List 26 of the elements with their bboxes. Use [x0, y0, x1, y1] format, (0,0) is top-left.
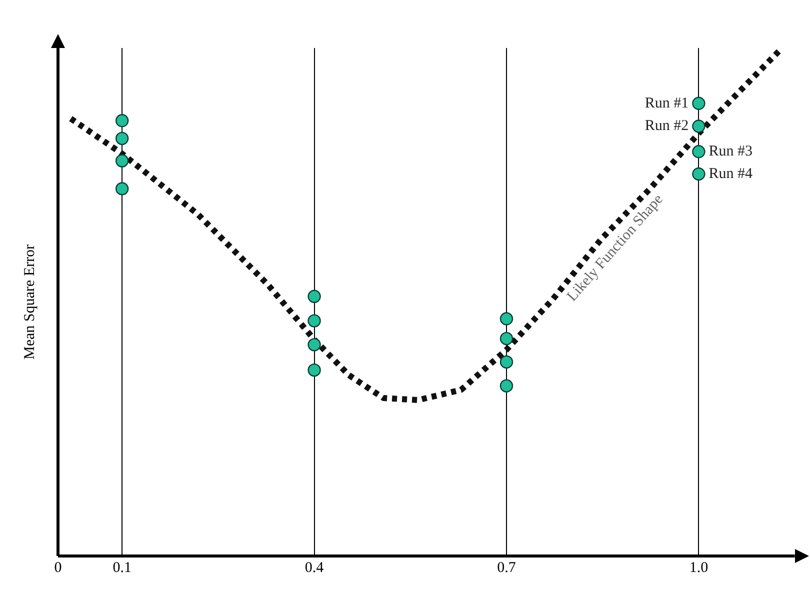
- point: [308, 338, 321, 352]
- point: [115, 154, 129, 168]
- point: [500, 379, 514, 392]
- point: [308, 290, 321, 304]
- point: [308, 363, 321, 377]
- x-tick-label: 0: [54, 560, 62, 576]
- point: [115, 114, 129, 128]
- point: [500, 355, 514, 369]
- series-label: Run #3: [708, 144, 752, 160]
- point: [692, 145, 706, 158]
- point: [500, 312, 514, 326]
- y-axis-title: Mean Square Error: [22, 244, 38, 360]
- point: [115, 132, 129, 146]
- x-tick-label: 0.1: [112, 560, 132, 576]
- point: [692, 120, 706, 133]
- point: [308, 314, 321, 328]
- x-tick-label: 0.7: [497, 560, 516, 576]
- point: [692, 96, 706, 110]
- x-tick-label: 0.4: [304, 560, 324, 576]
- point: [692, 167, 706, 181]
- point: [115, 182, 129, 196]
- point: [500, 332, 514, 346]
- x-tick-label: 1.0: [689, 560, 708, 576]
- series-label: Run #4: [708, 166, 753, 182]
- series-label: Run #1: [644, 95, 689, 112]
- series-label: Run #2: [644, 118, 689, 134]
